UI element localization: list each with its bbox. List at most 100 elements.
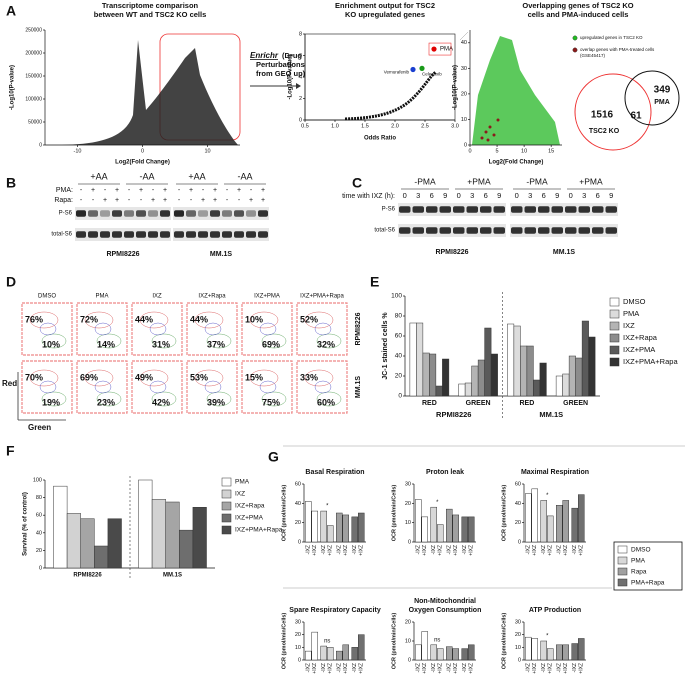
flow-plot bbox=[131, 302, 183, 356]
bar bbox=[446, 646, 453, 661]
green-percent: 37% bbox=[207, 339, 225, 349]
overlap-dot bbox=[488, 125, 492, 129]
y-tick-label: 20 bbox=[36, 548, 42, 554]
x-tick-label: 10 bbox=[204, 148, 210, 154]
y-axis-label: Survival (% of control) bbox=[23, 492, 29, 556]
y-tick-label: 40 bbox=[295, 501, 301, 507]
legend-label: overlap genes with PMA-treated cells bbox=[580, 47, 655, 52]
blot-band bbox=[174, 210, 184, 217]
rapa-sign: + bbox=[115, 197, 119, 204]
rapa-sign: + bbox=[213, 197, 217, 204]
condition: IXZ+PMA+Rapa bbox=[300, 294, 344, 300]
blot-bg bbox=[510, 203, 618, 216]
flow-plot bbox=[296, 302, 348, 356]
legend-dot bbox=[572, 47, 578, 53]
y-tick-label: 20 bbox=[515, 520, 521, 526]
connector bbox=[459, 31, 469, 41]
bar bbox=[327, 525, 334, 543]
overlap-dot bbox=[486, 138, 490, 142]
x-tick-label: 10 bbox=[521, 148, 527, 154]
y-tick-label: 0 bbox=[464, 142, 467, 148]
annotation: ns bbox=[434, 637, 440, 643]
x-tick-label: +IXZ bbox=[548, 663, 554, 674]
y-tick-label: 80 bbox=[36, 495, 42, 501]
x-tick-label: -IXZ bbox=[431, 663, 437, 672]
contour bbox=[314, 322, 332, 336]
y-tick-label: 30 bbox=[405, 481, 411, 487]
green-percent: 19% bbox=[42, 397, 60, 407]
blot-band bbox=[466, 227, 478, 234]
x-axis-label: Log2(Fold Change) bbox=[489, 160, 544, 166]
y-axis-label: OCR (pmol/min/Cells) bbox=[281, 485, 287, 542]
group-header: -AA bbox=[237, 171, 252, 181]
bar bbox=[562, 373, 570, 397]
contour bbox=[84, 369, 114, 387]
blot-band bbox=[524, 206, 536, 213]
legend-swatch bbox=[221, 525, 232, 535]
time-label: 0 bbox=[569, 191, 573, 200]
legend-swatch bbox=[221, 513, 232, 523]
legend-label: (GSE45417) bbox=[580, 53, 606, 58]
pma-sign: + bbox=[115, 187, 119, 194]
x-tick-label: 1.0 bbox=[331, 123, 339, 129]
y-tick-label: 200000 bbox=[25, 50, 42, 56]
bar bbox=[458, 383, 466, 397]
x-tick-label: -IXZ bbox=[352, 545, 358, 554]
rapa-sign: - bbox=[140, 197, 143, 204]
legend-label: DMSO bbox=[623, 297, 646, 306]
group-header: -PMA bbox=[414, 176, 436, 186]
group-header: -PMA bbox=[526, 176, 548, 186]
bar bbox=[526, 345, 534, 397]
blot-band bbox=[124, 210, 134, 217]
condition: IXZ bbox=[152, 294, 162, 300]
contour bbox=[316, 391, 342, 407]
panel-letter: E bbox=[370, 274, 379, 290]
flow-plot bbox=[241, 302, 293, 356]
green-percent: 42% bbox=[152, 397, 170, 407]
flow-plot bbox=[76, 360, 128, 414]
blot-band bbox=[565, 206, 577, 213]
contour bbox=[261, 391, 287, 407]
rapa-sign: + bbox=[163, 197, 167, 204]
red-percent: 44% bbox=[190, 314, 208, 324]
y-tick-label: 60 bbox=[295, 481, 301, 487]
bar bbox=[358, 634, 365, 661]
y-tick-label: 40 bbox=[395, 353, 403, 360]
arrow-head bbox=[296, 83, 301, 89]
y-tick-label: 20 bbox=[295, 520, 301, 526]
contour bbox=[29, 369, 59, 387]
y-tick-label: 20 bbox=[515, 632, 521, 638]
y-axis-label: -Log10(P-value) bbox=[453, 65, 459, 110]
blot-band bbox=[112, 231, 122, 238]
bar bbox=[525, 493, 532, 543]
x-tick-label: +IXZ bbox=[469, 545, 475, 556]
cell-line: MM.1S bbox=[210, 251, 233, 258]
cell-line: RPMI8226 bbox=[106, 251, 139, 258]
bar bbox=[484, 327, 492, 397]
blot-band bbox=[258, 231, 268, 238]
bar bbox=[437, 648, 444, 661]
blot-band bbox=[160, 210, 170, 217]
contour bbox=[206, 391, 232, 407]
bar bbox=[490, 353, 498, 397]
time-label: 9 bbox=[555, 191, 559, 200]
time-label: 9 bbox=[497, 191, 501, 200]
blot-bg bbox=[510, 224, 618, 237]
bar bbox=[531, 488, 538, 543]
bar bbox=[571, 643, 578, 661]
blot-band bbox=[538, 206, 550, 213]
contour bbox=[194, 369, 224, 387]
rapa-sign: - bbox=[238, 197, 241, 204]
contour bbox=[259, 380, 277, 394]
x-tick-label: +IXZ bbox=[469, 663, 475, 674]
legend-label: IXZ+Rapa bbox=[623, 333, 658, 342]
x-tick-label: +IXZ bbox=[312, 663, 318, 674]
y-tick-label: 10 bbox=[405, 638, 411, 644]
bar bbox=[581, 320, 589, 397]
contour bbox=[39, 322, 57, 336]
enrichr-text: from GEO up) bbox=[256, 69, 306, 78]
bar bbox=[430, 644, 437, 661]
plot-title: Maximal Respiration bbox=[521, 469, 589, 476]
x-tick-label: -IXZ bbox=[557, 663, 563, 672]
